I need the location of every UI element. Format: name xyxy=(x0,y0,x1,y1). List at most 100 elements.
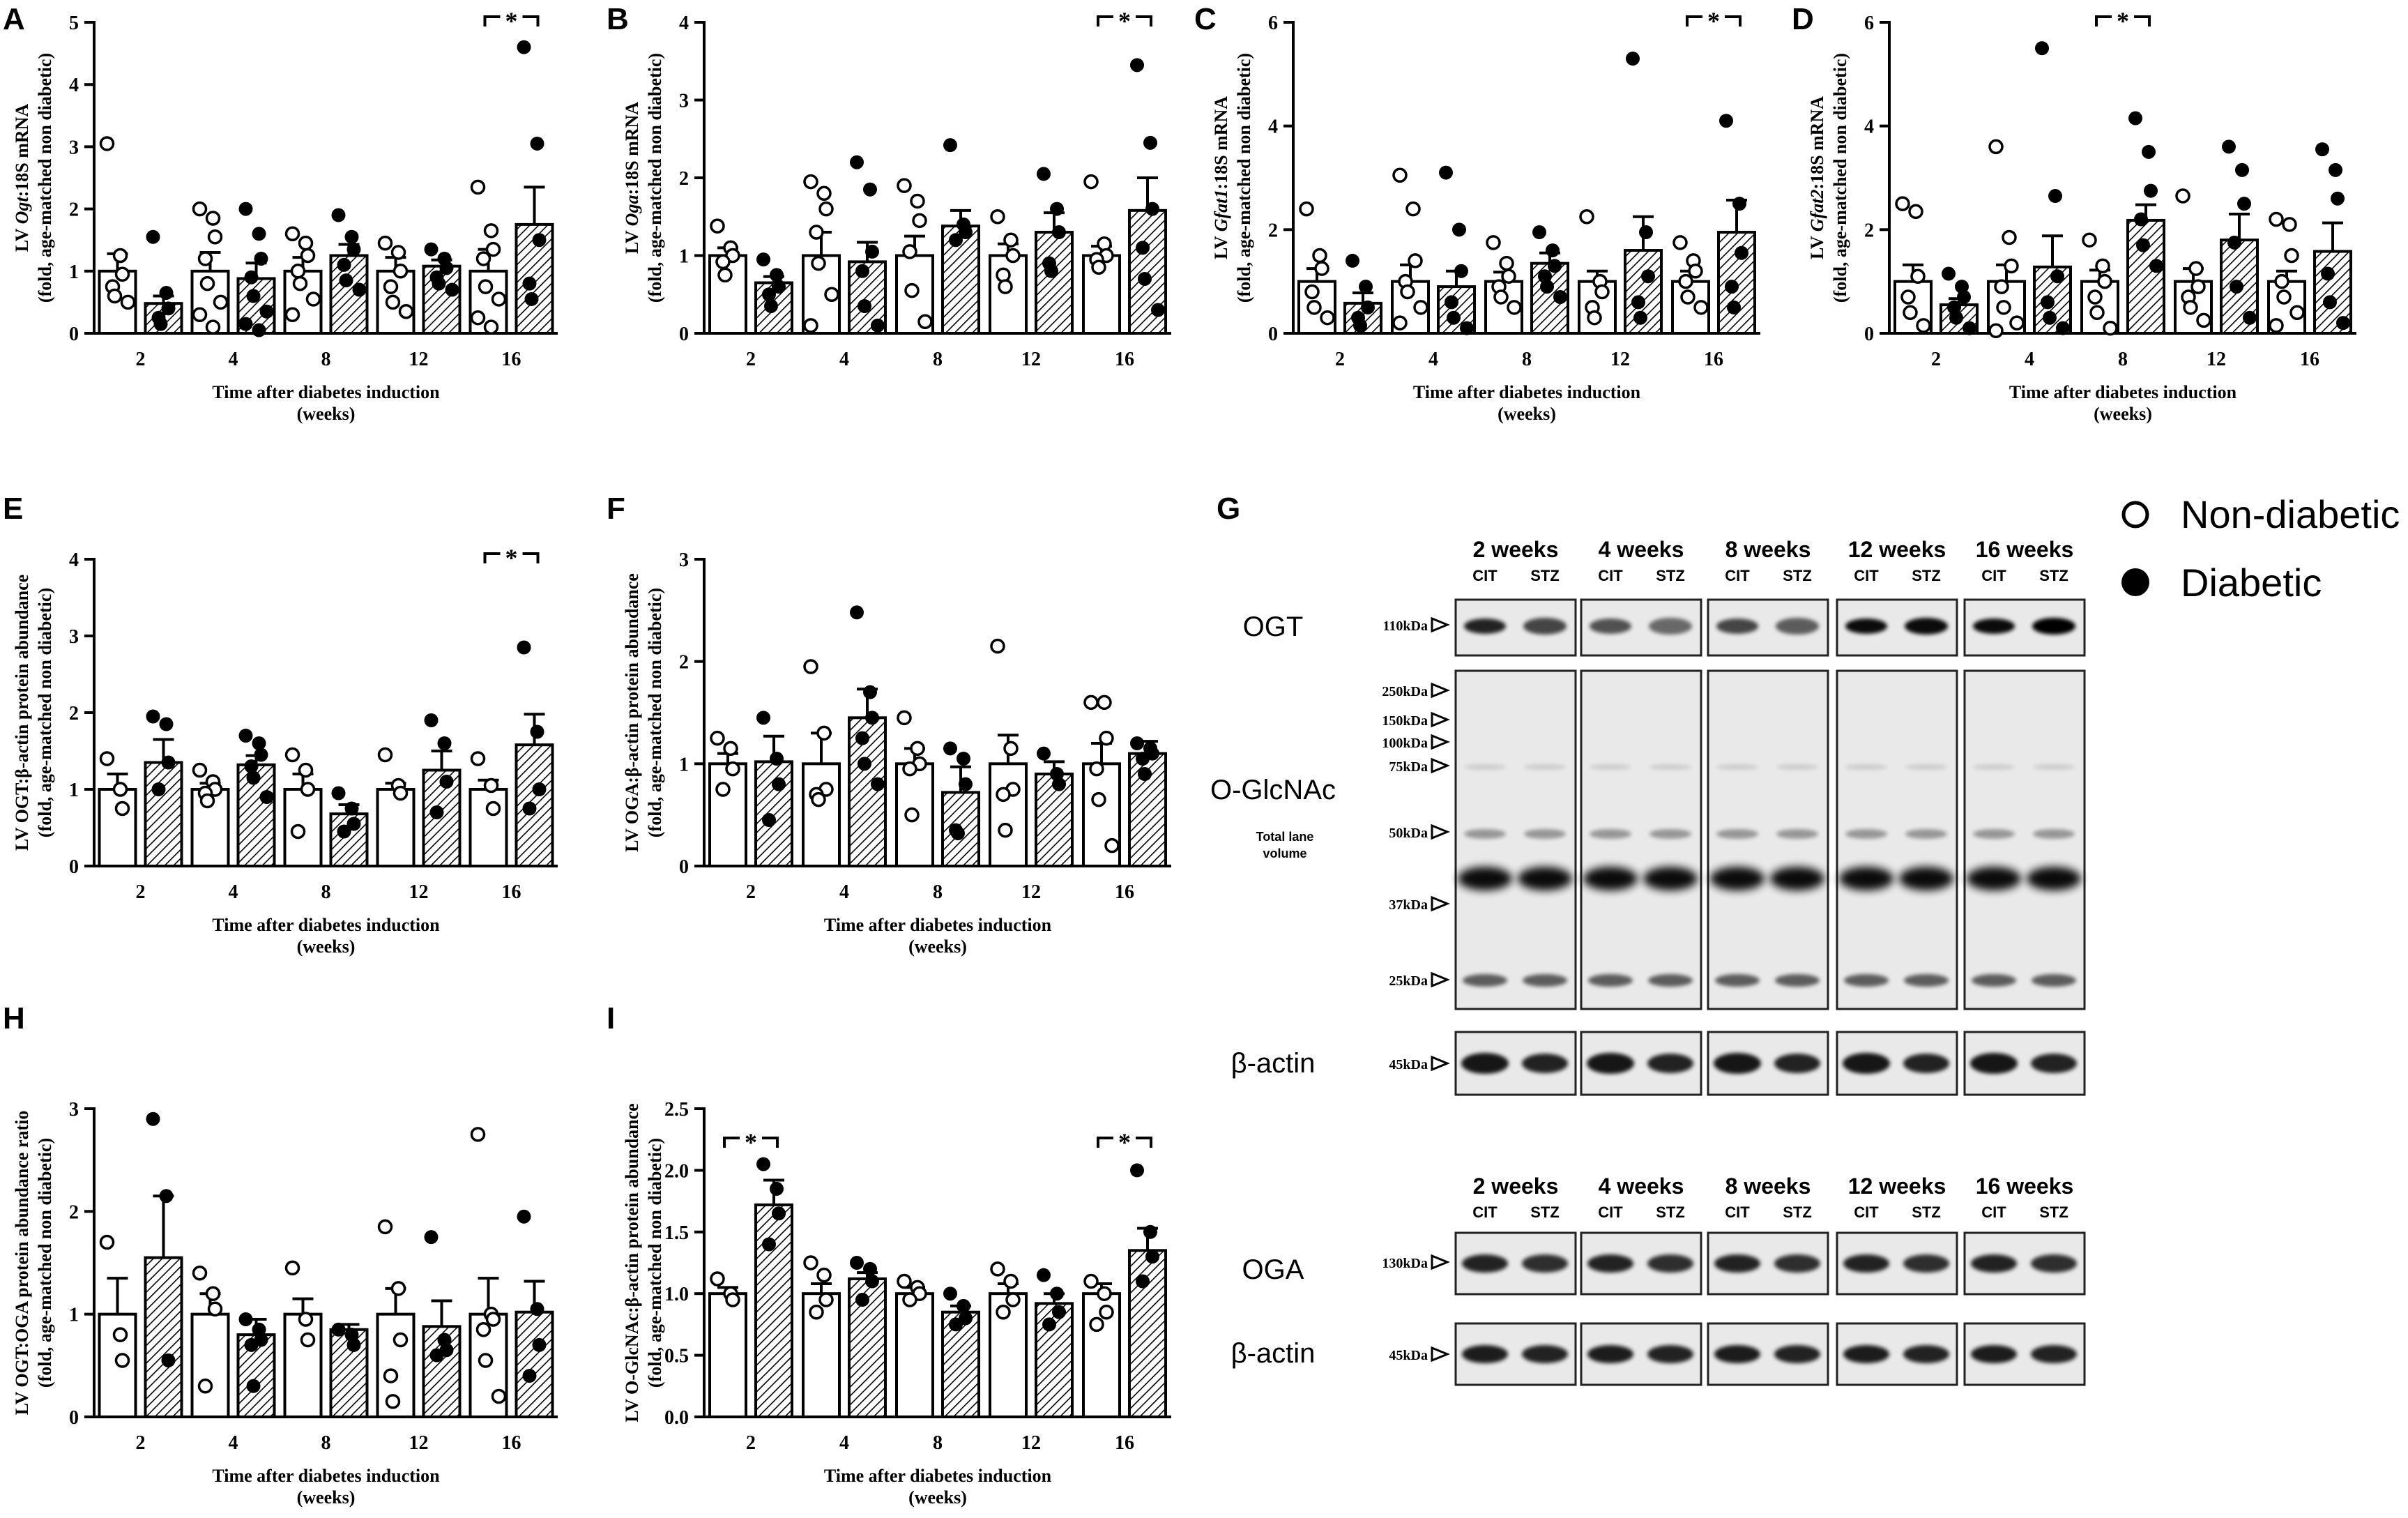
data-point-non-diabetic xyxy=(398,304,414,319)
significance-star: * xyxy=(505,544,518,572)
bar-non-diabetic xyxy=(708,762,747,868)
x-tick-label: 8 xyxy=(321,349,331,370)
band-actin-stz xyxy=(1647,1345,1693,1363)
week-header: 12 weeks xyxy=(1848,537,1946,562)
data-point-non-diabetic xyxy=(2089,305,2105,321)
y-axis-label-line2: (fold, age-matched non diabetic) xyxy=(645,53,665,303)
band-ogt-cit xyxy=(1464,618,1506,634)
y-axis-label-line2: (fold, age-matched non diabetic) xyxy=(35,1138,55,1388)
data-point-non-diabetic xyxy=(1400,284,1415,300)
data-point-diabetic xyxy=(770,268,784,282)
legend-label-non-diabetic: Non-diabetic xyxy=(2181,492,2400,536)
x-tick-label: 2 xyxy=(1335,349,1345,370)
data-point-non-diabetic xyxy=(1392,315,1408,331)
data-point-diabetic xyxy=(863,685,877,699)
data-point-non-diabetic xyxy=(207,229,223,245)
data-point-non-diabetic xyxy=(897,710,912,726)
y-tick-label: 1.0 xyxy=(664,1284,689,1305)
y-tick-label: 1 xyxy=(69,261,79,283)
x-tick-label: 12 xyxy=(1021,881,1041,903)
data-point-non-diabetic xyxy=(1672,235,1688,250)
y-axis-label-prefix: LV xyxy=(1211,232,1231,259)
data-point-non-diabetic xyxy=(1099,1304,1114,1320)
data-point-diabetic xyxy=(1050,1286,1064,1301)
y-tick-label: 6 xyxy=(1268,13,1278,34)
legend: Non-diabetic Diabetic xyxy=(2121,492,2400,605)
data-point-diabetic xyxy=(161,301,176,316)
data-point-non-diabetic xyxy=(114,800,130,817)
week-header: 2 weeks xyxy=(1473,537,1559,562)
data-point-non-diabetic xyxy=(192,1265,208,1281)
actin-row-label-1: β-actin xyxy=(1231,1048,1316,1079)
data-point-non-diabetic xyxy=(1091,791,1106,807)
data-point-non-diabetic xyxy=(114,1353,130,1368)
data-point-diabetic xyxy=(331,1322,346,1337)
bar-non-diabetic xyxy=(802,762,841,868)
data-point-non-diabetic xyxy=(383,279,399,294)
data-point-diabetic xyxy=(1949,310,1963,325)
y-tick-label: 2.5 xyxy=(664,1099,689,1121)
data-point-non-diabetic xyxy=(485,800,501,817)
data-point-non-diabetic xyxy=(377,747,393,763)
y-tick-label: 2 xyxy=(69,703,79,724)
data-point-diabetic xyxy=(1447,310,1461,325)
y-axis-label-line2: (fold, age-matched non diabetic) xyxy=(1234,53,1254,303)
x-axis-label: Time after diabetes induction xyxy=(824,915,1052,935)
data-point-non-diabetic xyxy=(904,807,920,823)
x-tick-label: 16 xyxy=(2300,349,2319,370)
data-point-diabetic xyxy=(146,1111,160,1126)
band-actin-stz xyxy=(1774,1054,1820,1073)
y-tick-label: 3 xyxy=(69,626,79,648)
data-point-diabetic xyxy=(524,291,539,306)
y-tick-label: 0 xyxy=(1864,324,1874,345)
data-point-non-diabetic xyxy=(2276,289,2292,305)
significance-bracket xyxy=(1097,1137,1113,1148)
data-point-diabetic xyxy=(865,1274,879,1289)
data-point-diabetic xyxy=(346,1337,361,1352)
band-oglcnac-main xyxy=(1967,867,2021,890)
data-point-diabetic xyxy=(161,755,176,770)
data-point-diabetic xyxy=(1626,52,1640,66)
data-point-non-diabetic xyxy=(284,1260,300,1276)
data-point-non-diabetic xyxy=(710,730,725,746)
data-point-diabetic xyxy=(530,136,544,151)
x-tick-label: 12 xyxy=(409,881,429,903)
data-point-diabetic xyxy=(772,1206,786,1221)
data-point-diabetic xyxy=(2222,139,2236,154)
lane-label-stz: STZ xyxy=(1912,1204,1941,1221)
data-point-non-diabetic xyxy=(1996,300,2011,315)
marker-arrow-icon xyxy=(1431,1346,1450,1363)
lane-label-stz: STZ xyxy=(1783,1204,1812,1221)
bar-diabetic xyxy=(754,1203,793,1419)
significance-bracket xyxy=(1136,1137,1152,1148)
significance-bracket xyxy=(1725,15,1742,26)
data-point-non-diabetic xyxy=(998,279,1013,294)
data-point-non-diabetic xyxy=(114,266,130,282)
band-oglcnac-50kda xyxy=(1716,829,1758,839)
data-point-diabetic xyxy=(1138,767,1152,781)
data-point-non-diabetic xyxy=(917,314,933,330)
band-oga-stz xyxy=(1647,1254,1693,1273)
data-point-non-diabetic xyxy=(1097,695,1112,711)
data-point-non-diabetic xyxy=(809,1304,824,1320)
data-point-diabetic xyxy=(764,298,778,313)
data-point-non-diabetic xyxy=(483,777,499,794)
data-point-non-diabetic xyxy=(383,1368,399,1383)
data-point-non-diabetic xyxy=(284,747,300,763)
data-point-diabetic xyxy=(159,1189,174,1204)
x-axis-label: Time after diabetes induction xyxy=(1413,382,1641,402)
band-oglcnac-50kda xyxy=(1464,829,1506,839)
data-point-non-diabetic xyxy=(1089,1316,1104,1333)
panel-letter-c: C xyxy=(1194,2,1217,36)
data-point-non-diabetic xyxy=(197,1379,213,1394)
data-point-diabetic xyxy=(951,826,965,841)
y-axis-label-rest: :18S mRNA xyxy=(622,102,642,195)
band-oglcnac-25kda xyxy=(1588,974,1633,987)
x-tick-label: 8 xyxy=(933,349,943,370)
band-oglcnac-main xyxy=(1643,867,1698,890)
lane-label-stz: STZ xyxy=(1912,567,1941,584)
data-point-non-diabetic xyxy=(1501,268,1516,284)
marker-45kda-2: 45kDa xyxy=(1389,1348,1428,1363)
data-point-diabetic xyxy=(159,286,174,301)
data-point-non-diabetic xyxy=(902,1292,917,1307)
